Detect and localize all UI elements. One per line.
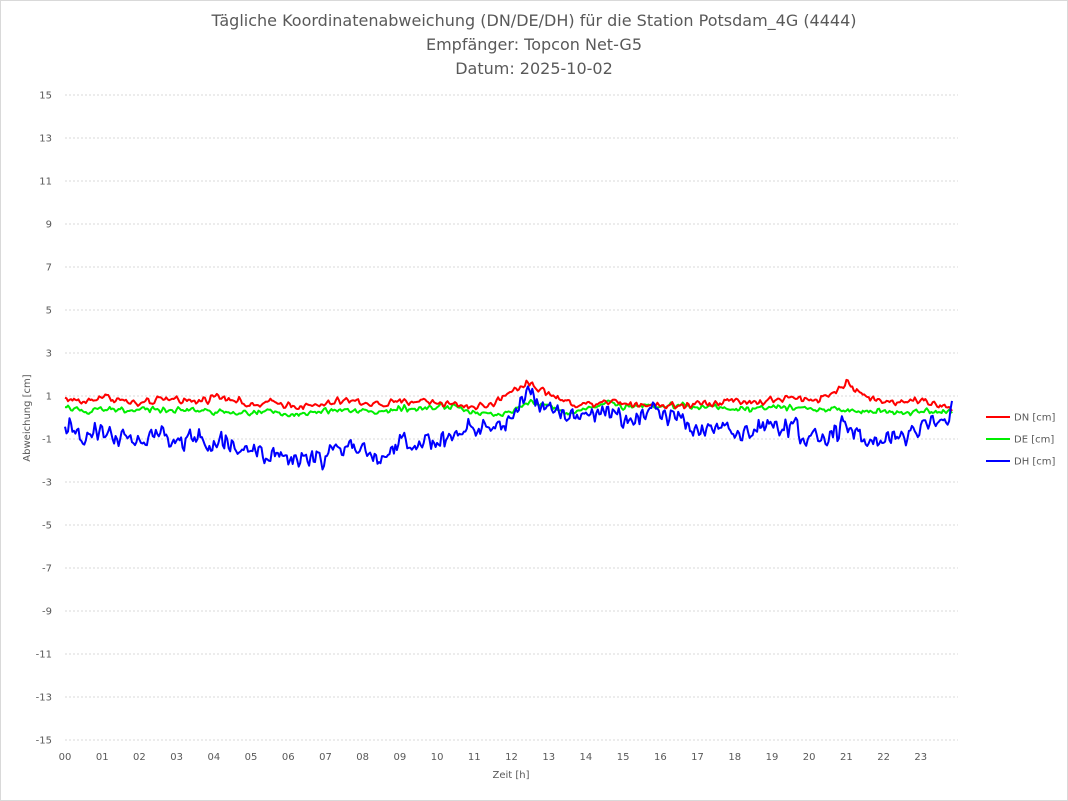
y-tick-label: 13 <box>39 134 52 145</box>
y-tick-label: 11 <box>39 177 52 188</box>
x-tick-label: 01 <box>96 752 109 763</box>
x-tick-label: 21 <box>840 752 853 763</box>
x-tick-label: 00 <box>59 752 72 763</box>
x-tick-label: 02 <box>133 752 146 763</box>
y-tick-label: 5 <box>46 306 52 317</box>
legend-label: DE [cm] <box>1014 435 1054 446</box>
legend: DN [cm] DE [cm] DH [cm] <box>986 413 1056 468</box>
chart-title: Tägliche Koordinatenabweichung (DN/DE/DH… <box>211 11 857 30</box>
y-tick-label: -13 <box>36 693 52 704</box>
x-tick-label: 20 <box>803 752 816 763</box>
chart-date: Datum: 2025-10-02 <box>455 59 613 78</box>
y-tick-label: 9 <box>46 220 52 231</box>
x-tick-label: 17 <box>691 752 704 763</box>
y-tick-label: 1 <box>46 392 52 403</box>
y-tick-label: 7 <box>46 263 52 274</box>
y-tick-label: -11 <box>36 650 52 661</box>
x-tick-label: 19 <box>766 752 779 763</box>
x-tick-label: 04 <box>207 752 220 763</box>
y-tick-label: -15 <box>36 736 52 747</box>
y-tick-label: -3 <box>42 478 52 489</box>
x-tick-label: 15 <box>617 752 630 763</box>
legend-label: DH [cm] <box>1014 457 1056 468</box>
x-tick-label: 11 <box>468 752 481 763</box>
x-tick-label: 06 <box>282 752 295 763</box>
chart-subtitle: Empfänger: Topcon Net-G5 <box>425 35 643 54</box>
x-tick-label: 18 <box>728 752 741 763</box>
y-tick-label: -5 <box>42 521 52 532</box>
x-tick-label: 14 <box>580 752 593 763</box>
legend-label: DN [cm] <box>1014 413 1056 424</box>
x-tick-label: 09 <box>394 752 407 763</box>
series-line-dn <box>64 378 953 412</box>
series-line-dh <box>64 385 953 471</box>
y-tick-label: 15 <box>39 91 52 102</box>
y-tick-label: -9 <box>42 607 52 618</box>
y-tick-label: 3 <box>46 349 52 360</box>
x-tick-label: 23 <box>914 752 927 763</box>
x-tick-label: 13 <box>542 752 555 763</box>
x-tick-label: 05 <box>245 752 258 763</box>
x-tick-label: 16 <box>654 752 667 763</box>
y-tick-label: -7 <box>42 564 52 575</box>
x-tick-label: 07 <box>319 752 332 763</box>
series-line-de <box>64 398 953 418</box>
x-tick-label: 03 <box>170 752 183 763</box>
x-tick-label: 22 <box>877 752 890 763</box>
x-axis-title: Zeit [h] <box>492 770 529 781</box>
y-tick-label: -1 <box>42 435 52 446</box>
y-axis-title: Abweichung [cm] <box>22 374 33 461</box>
x-tick-label: 12 <box>505 752 518 763</box>
x-tick-label: 10 <box>431 752 444 763</box>
x-tick-label: 08 <box>356 752 369 763</box>
